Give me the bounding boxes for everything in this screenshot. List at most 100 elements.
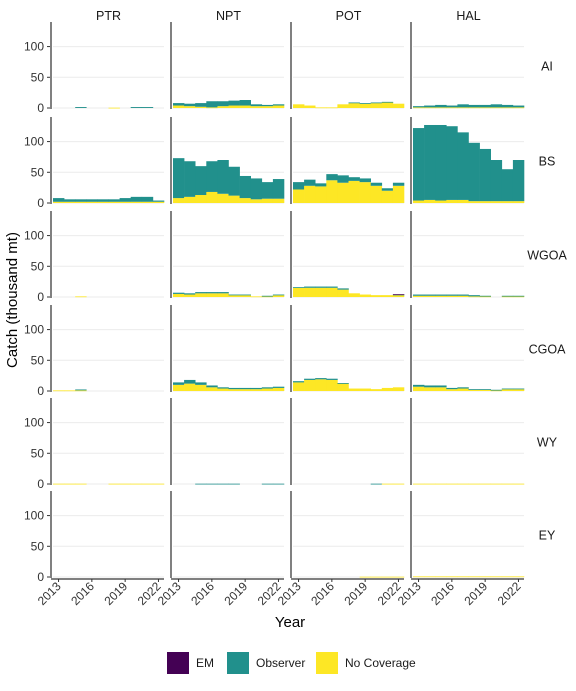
bar-nocov-2013 [413,386,425,391]
bar-observer-2015 [315,378,327,380]
bar-observer-2018 [228,294,240,296]
panel-ey-pot [290,491,405,580]
bar-observer-2013 [293,182,305,190]
panel-cgoa-pot [290,305,405,392]
bar-observer-2021 [261,295,274,297]
bar-nocov-2021 [381,295,394,297]
bar-nocov-2018 [228,295,240,297]
bar-nocov-2021 [141,201,154,203]
panel-wy-ptr [50,398,165,485]
bar-nocov-2021 [381,387,394,391]
bar-observer-2015 [195,166,207,196]
bar-nocov-2019 [359,576,371,578]
legend-label-observer: Observer [256,656,305,670]
bar-observer-2016 [446,294,458,296]
bar-nocov-2017 [457,107,469,109]
bar-em-2022 [392,294,405,296]
bar-observer-2020 [370,483,383,485]
bar-observer-2016 [326,174,338,181]
legend-swatch-no-coverage [316,652,338,674]
bar-nocov-2014 [424,387,436,391]
bar-nocov-2014 [424,483,436,485]
panel-ai-ptr [50,22,164,109]
bar-nocov-2020 [370,295,383,297]
panel-bs-ptr [50,117,165,204]
bar-nocov-2022 [392,185,405,203]
bar-nocov-2022 [392,103,405,108]
panel-wy-hal [410,398,525,485]
legend-swatch-em [167,652,189,674]
bar-observer-2013 [173,103,185,106]
panel-ai-hal [410,22,525,109]
bar-nocov-2019 [119,201,131,203]
bar-nocov-2016 [326,287,338,297]
bar-nocov-2021 [261,106,274,108]
bar-nocov-2016 [446,107,458,109]
bar-nocov-2014 [64,201,76,203]
bar-nocov-2016 [206,107,218,109]
panel-bs-npt [170,117,285,204]
bar-observer-2019 [479,295,491,297]
bar-nocov-2016 [446,576,458,578]
bar-observer-2015 [75,107,87,108]
x-tick-label: 2013 [275,579,304,608]
bar-nocov-2017 [217,293,229,297]
bar-nocov-2015 [75,483,87,485]
bar-nocov-2020 [250,296,263,298]
x-tick-label: 2019 [341,579,370,608]
bar-nocov-2022 [392,387,405,391]
y-tick-label: 0 [37,196,44,210]
bar-nocov-2021 [381,483,394,485]
bar-observer-2014 [304,179,316,186]
bar-observer-2013 [293,381,305,383]
bar-observer-2013 [53,198,65,202]
bar-nocov-2017 [337,104,349,108]
bar-observer-2021 [141,196,154,202]
y-tick-label: 50 [31,70,45,84]
bar-nocov-2020 [250,199,263,203]
bar-nocov-2014 [184,106,196,108]
bar-observer-2013 [173,382,185,385]
bar-nocov-2020 [250,106,263,108]
bar-observer-2013 [413,128,425,201]
bar-observer-2019 [479,148,491,202]
bar-nocov-2016 [446,295,458,297]
bar-observer-2014 [184,161,196,197]
bar-observer-2021 [261,182,274,199]
bar-nocov-2022 [272,387,285,391]
bar-observer-2014 [424,105,436,108]
bar-nocov-2014 [424,576,436,578]
bar-observer-2021 [501,388,514,390]
x-tick-label: 2013 [395,579,424,608]
bar-observer-2017 [457,104,469,108]
bar-nocov-2022 [392,295,405,297]
bar-observer-2015 [195,292,207,294]
bar-nocov-2021 [381,576,394,578]
x-tick-label: 2019 [221,579,250,608]
bar-observer-2014 [64,199,76,202]
bar-nocov-2014 [184,196,196,203]
bar-observer-2015 [435,124,447,201]
row-strip-cgoa: CGOA [529,343,566,357]
bar-nocov-2021 [261,296,274,298]
bar-nocov-2014 [184,383,196,391]
bar-nocov-2018 [108,107,120,109]
bar-nocov-2020 [130,483,143,485]
bar-nocov-2017 [457,295,469,297]
bar-nocov-2016 [446,389,458,391]
bar-nocov-2021 [501,576,514,578]
bar-nocov-2019 [479,389,491,391]
bar-observer-2022 [272,483,285,485]
bar-observer-2020 [490,160,503,202]
bar-observer-2017 [337,175,349,183]
bar-observer-2013 [173,292,185,294]
bar-observer-2021 [261,387,274,389]
y-tick-label: 0 [37,477,44,491]
bar-observer-2019 [239,294,251,296]
bar-nocov-2018 [108,201,120,203]
bar-observer-2022 [152,200,165,202]
bar-observer-2017 [217,387,229,389]
bar-observer-2016 [446,105,458,108]
bar-nocov-2013 [173,293,185,297]
bar-nocov-2019 [119,483,131,485]
